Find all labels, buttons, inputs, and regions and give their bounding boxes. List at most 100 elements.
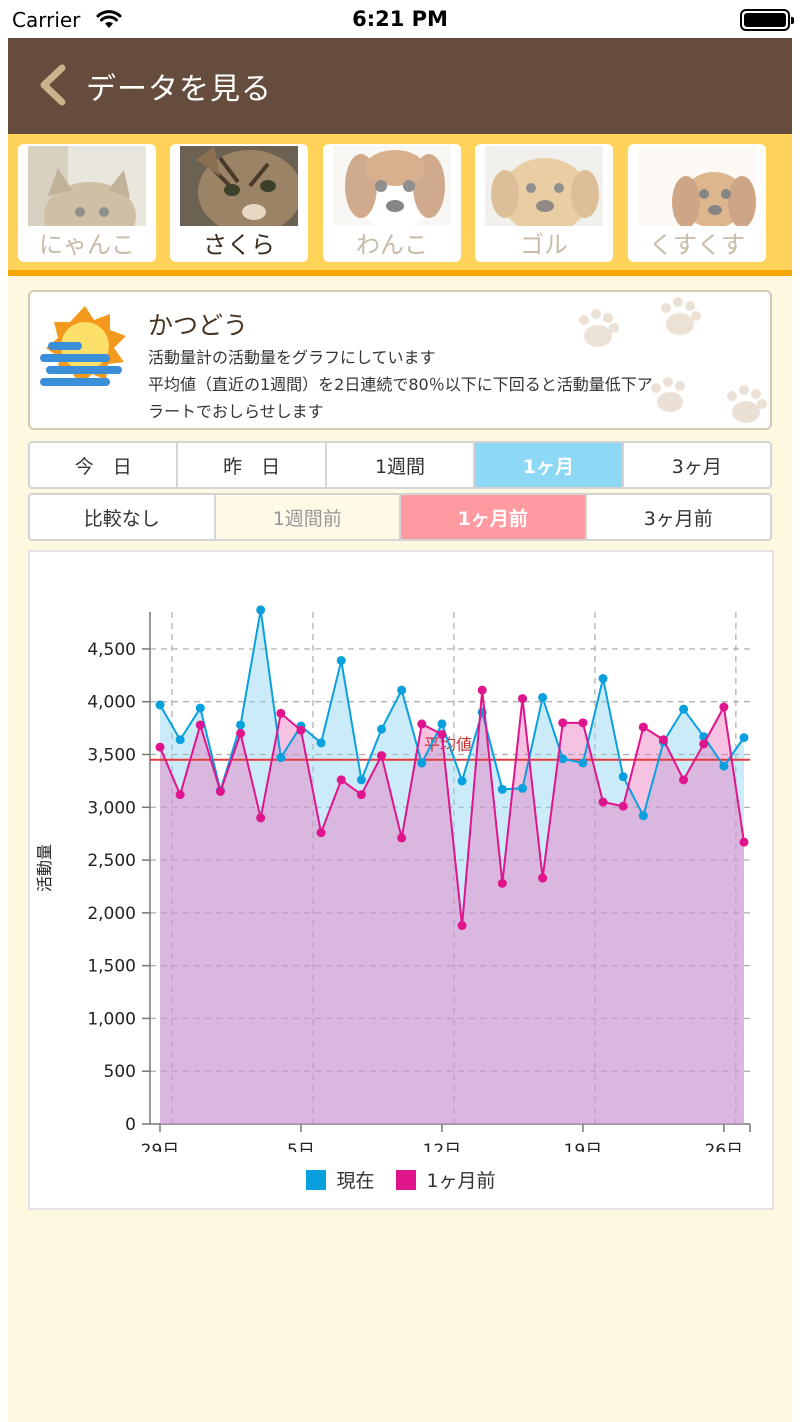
data-point [195,703,205,713]
sun-weather-icon [40,306,126,386]
data-point [296,725,306,735]
clock: 6:21 PM [352,7,448,31]
data-point [578,758,588,768]
cat-photo-icon [180,146,298,226]
compare-selector: 比較なし 1週間前 1ヶ月前 3ヶ月前 [28,493,772,541]
data-point [739,733,749,743]
data-point [397,833,407,843]
data-point [377,724,387,734]
compare-tab-week[interactable]: 1週間前 [215,495,401,539]
data-point [618,772,628,782]
data-point [336,656,346,666]
data-point [477,685,487,695]
data-point [256,813,266,823]
x-tick-label: 19日 [564,1141,603,1152]
data-point [417,719,427,729]
data-point [417,758,427,768]
data-point [175,790,185,800]
pet-tab-kusukusu[interactable]: くすくす [628,144,766,262]
data-point [638,722,648,732]
data-point [276,753,286,763]
legend-item-current: 現在 [306,1166,374,1193]
data-point [437,719,447,729]
data-point [719,702,729,712]
info-title: かつどう [148,311,249,340]
dog-photo-icon [638,146,756,226]
data-point [638,811,648,821]
x-tick-label: 5日 [287,1141,315,1152]
data-point [236,728,246,738]
compare-tab-none[interactable]: 比較なし [30,495,216,539]
data-point [558,754,568,764]
series-area-0 [160,609,744,1124]
legend-swatch-current [306,1169,327,1190]
cat-photo-icon [28,146,146,226]
y-tick-label: 2,000 [87,904,136,924]
period-tab-3months[interactable]: 3ヶ月 [671,455,722,478]
y-tick-label: 3,500 [87,746,136,766]
pet-tab-nyanko[interactable]: にゃんこ [18,144,156,262]
pet-tab-wanko[interactable]: わんこ [323,144,461,262]
series-line-0 [159,609,745,819]
activity-info-card: かつどう 活動量計の活動量をグラフにしています 平均値（直近の1週間）を2日連続… [28,290,772,430]
pet-tab-sakura[interactable]: さくら [170,144,308,262]
status-bar: Carrier 6:21 PM [0,0,800,38]
pet-name: にゃんこ [39,231,135,259]
info-text-line1: 活動量計の活動量をグラフにしています [148,348,436,367]
pet-name: くすくす [649,231,745,259]
page-title: データを見る [86,72,272,107]
data-point [215,786,225,796]
data-point [377,751,387,761]
battery-icon [740,9,794,31]
data-point [356,790,366,800]
data-point [397,685,407,695]
data-point [457,776,467,786]
y-tick-label: 0 [125,1115,136,1135]
back-chevron-icon[interactable] [32,62,72,108]
period-tab-today[interactable]: 今 日 [30,443,179,487]
average-label: 平均値 [424,735,472,754]
activity-chart-svg: 0 500 1,000 1,500 2,000 2,500 3,000 3,500 4,000 4… [35,605,751,1161]
compare-tab-month[interactable]: 1ヶ月前 [401,495,587,539]
info-text-line3: ラートでおしらせします [148,402,324,421]
data-point [316,828,326,838]
nav-bar: データを見る [8,38,792,134]
y-tick-label: 4,000 [87,693,136,713]
compare-tab-3months[interactable]: 3ヶ月前 [643,507,713,530]
y-tick-label: 1,000 [87,1009,136,1029]
wifi-icon [96,10,122,28]
legend-swatch-past [396,1169,417,1190]
period-tab-week[interactable]: 1週間 [327,443,476,487]
data-point [517,694,527,704]
data-point [155,700,165,710]
data-point [699,739,709,749]
x-tick-label: 26日 [705,1141,744,1152]
y-tick-label: 4,500 [87,640,136,660]
y-tick-label: 1,500 [87,957,136,977]
period-tab-yesterday[interactable]: 昨 日 [178,443,327,487]
data-point [538,693,548,703]
y-tick-label: 500 [104,1062,136,1082]
pet-tab-goru[interactable]: ゴル [475,144,613,262]
data-point [618,801,628,811]
data-point [598,797,608,807]
pet-selector: にゃんこ さくら [8,134,792,276]
y-axis-label: 活動量 [35,844,54,892]
legend-label-past: 1ヶ月前 [426,1170,496,1192]
dog-photo-icon [485,146,603,226]
series-area-1 [160,690,744,1124]
data-point [155,742,165,752]
data-point [457,921,467,931]
data-point [356,775,366,785]
data-point [497,878,507,888]
data-point [719,761,729,771]
info-text-line2: 平均値（直近の1週間）を2日連続で80％以下に下回ると活動量低下ア [148,375,653,394]
data-point [276,708,286,718]
data-point [658,735,668,745]
data-point [316,738,326,748]
data-point [256,605,266,615]
chart-legend: 現在 1ヶ月前 [30,1166,772,1193]
dog-photo-icon [333,146,451,226]
period-tab-month[interactable]: 1ヶ月 [475,443,624,487]
y-tick-label: 3,000 [87,798,136,818]
